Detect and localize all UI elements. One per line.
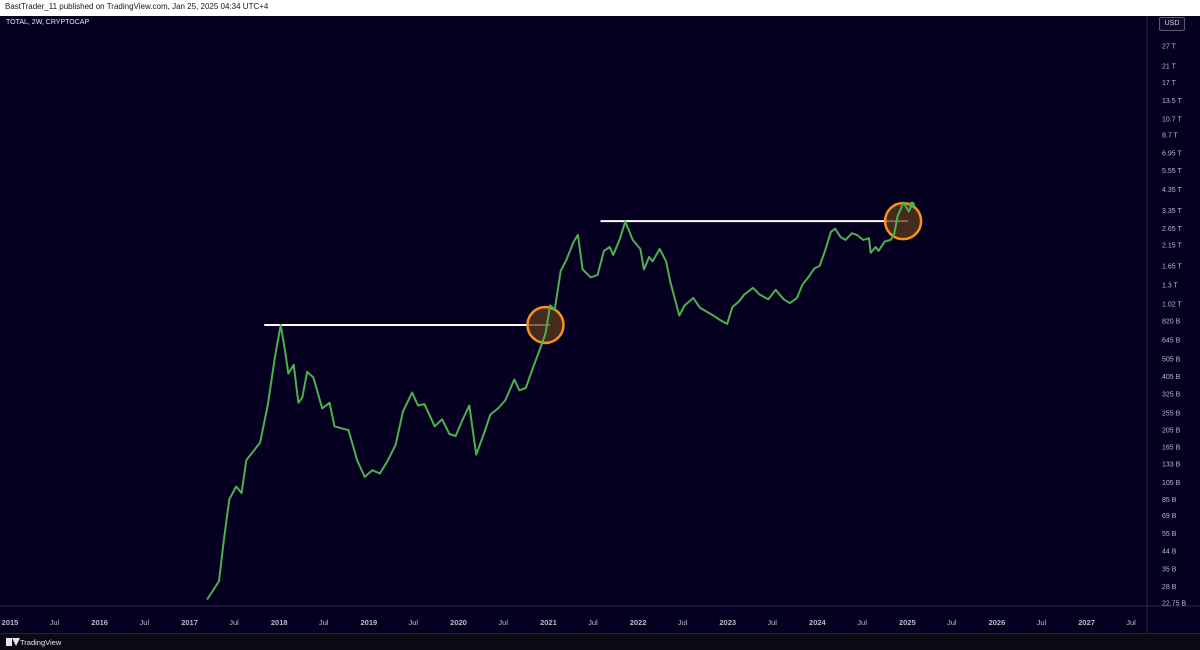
tradingview-brand[interactable]: TradingView [6, 636, 61, 648]
x-tick-label: Jul [1126, 618, 1136, 627]
y-tick-label: 133 B [1162, 462, 1181, 469]
x-tick-label: Jul [498, 618, 508, 627]
y-tick-label: 85 B [1162, 497, 1177, 504]
y-tick-label: 255 B [1162, 410, 1181, 417]
x-tick-label: Jul [229, 618, 239, 627]
x-tick-label: 2024 [809, 618, 827, 627]
price-chart[interactable]: 34 T27 T21 T17 T13.5 T10.7 T8.7 T6.95 T5… [0, 16, 1200, 633]
x-tick-label: 2020 [450, 618, 467, 627]
x-tick-label: 2021 [540, 618, 557, 627]
x-tick-label: 2016 [91, 618, 108, 627]
y-tick-label: 10.7 T [1162, 116, 1182, 123]
price-line-series [206, 201, 913, 600]
x-tick-label: 2019 [361, 618, 378, 627]
y-tick-label: 105 B [1162, 480, 1181, 487]
highlight-circle [526, 305, 565, 345]
y-tick-label: 35 B [1162, 567, 1177, 574]
y-tick-label: 2.65 T [1162, 226, 1182, 233]
x-tick-label: Jul [678, 618, 688, 627]
x-tick-label: Jul [50, 618, 60, 627]
y-tick-label: 2.15 T [1162, 243, 1182, 250]
chart-frame: 34 T27 T21 T17 T13.5 T10.7 T8.7 T6.95 T5… [0, 16, 1200, 633]
symbol-label: TOTAL, 2W, CRYPTOCAP [6, 19, 90, 26]
y-tick-label: 27 T [1162, 44, 1177, 51]
y-tick-label: 205 B [1162, 428, 1181, 435]
y-tick-label: 4.35 T [1162, 187, 1182, 194]
y-tick-label: 21 T [1162, 63, 1177, 70]
y-tick-label: 325 B [1162, 391, 1181, 398]
y-tick-label: 5.55 T [1162, 168, 1182, 175]
y-tick-label: 405 B [1162, 374, 1181, 381]
y-tick-label: 1.3 T [1162, 282, 1179, 289]
y-tick-label: 505 B [1162, 357, 1181, 364]
y-tick-label: 1.02 T [1162, 301, 1182, 308]
x-tick-label: 2025 [899, 618, 916, 627]
x-tick-label: Jul [1037, 618, 1047, 627]
x-tick-label: Jul [409, 618, 419, 627]
y-tick-label: 8.7 T [1162, 133, 1179, 140]
x-tick-label: 2017 [181, 618, 198, 627]
y-tick-label: 44 B [1162, 549, 1177, 556]
footer-bar: TradingView [0, 633, 1200, 650]
x-tick-label: 2027 [1078, 618, 1095, 627]
x-tick-label: 2023 [719, 618, 736, 627]
x-tick-label: 2018 [271, 618, 288, 627]
x-tick-label: Jul [140, 618, 150, 627]
brand-label: TradingView [20, 637, 62, 647]
y-tick-label: 28 B [1162, 584, 1177, 591]
x-tick-label: 2026 [989, 618, 1006, 627]
currency-button[interactable]: USD [1159, 17, 1185, 31]
x-tick-label: Jul [947, 618, 957, 627]
y-tick-label: 3.35 T [1162, 208, 1182, 215]
y-tick-label: 645 B [1162, 337, 1181, 344]
y-tick-label: 17 T [1162, 80, 1177, 87]
x-tick-label: Jul [857, 618, 867, 627]
published-by-text: BastTrader_11 published on TradingView.c… [5, 2, 269, 11]
y-tick-label: 22.75 B [1162, 601, 1186, 608]
x-tick-label: 2015 [2, 618, 19, 627]
highlight-circle [883, 201, 923, 241]
y-tick-label: 820 B [1162, 319, 1181, 326]
x-tick-label: Jul [588, 618, 598, 627]
last-price-point [908, 201, 915, 208]
y-tick-label: 55 B [1162, 531, 1177, 538]
y-tick-label: 1.65 T [1162, 264, 1182, 271]
publish-header: BastTrader_11 published on TradingView.c… [0, 0, 1200, 17]
x-tick-label: Jul [319, 618, 329, 627]
y-tick-label: 6.95 T [1162, 150, 1182, 157]
y-tick-label: 69 B [1162, 513, 1177, 520]
x-tick-label: Jul [767, 618, 777, 627]
y-tick-label: 165 B [1162, 445, 1181, 452]
y-tick-label: 13.5 T [1162, 98, 1182, 105]
tradingview-logo-icon [6, 638, 20, 646]
x-tick-label: 2022 [630, 618, 647, 627]
